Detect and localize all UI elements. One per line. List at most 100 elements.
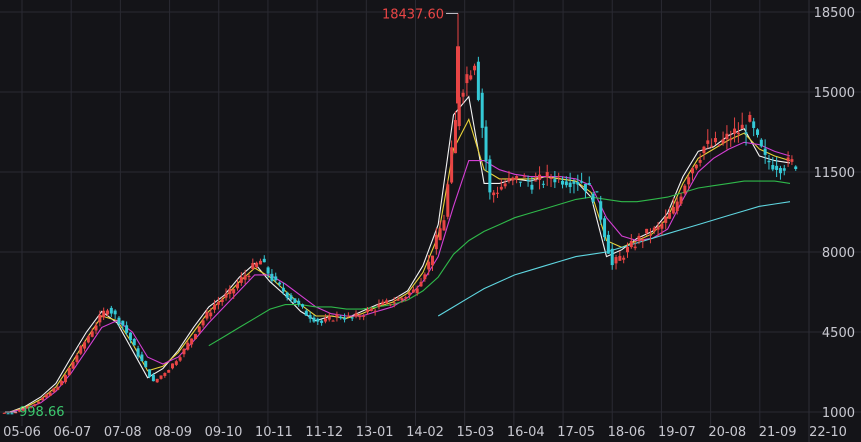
- candle-body: [331, 320, 335, 322]
- candle-body: [733, 128, 737, 134]
- candle-body: [327, 316, 331, 320]
- candle-body: [63, 375, 67, 383]
- x-axis-ticks: 05-06 06-07 07-08 08-09 09-10 10-11 11-12 13-01…: [3, 425, 847, 440]
- candle-body: [790, 159, 794, 162]
- candle-body: [381, 301, 385, 305]
- candle-body: [320, 320, 324, 323]
- candle-body: [553, 179, 557, 183]
- candle-body: [526, 180, 530, 182]
- x-tick-label: 06-07: [53, 425, 91, 440]
- candle-body: [480, 92, 484, 128]
- candle-body: [626, 246, 629, 253]
- candle-body: [415, 288, 419, 294]
- candle-body: [362, 315, 366, 317]
- x-tick-label: 22-10: [809, 425, 847, 440]
- candle-body: [583, 183, 587, 192]
- candle-body: [541, 183, 545, 185]
- candle-body: [60, 380, 64, 386]
- candle-body: [274, 276, 278, 281]
- candle-body: [534, 180, 538, 182]
- candle-body: [350, 317, 354, 319]
- candle-body: [155, 378, 159, 383]
- candle-body: [576, 181, 580, 185]
- candle-body: [167, 370, 171, 373]
- candle-body: [645, 228, 649, 234]
- candle-body: [763, 148, 767, 155]
- candle-body: [21, 409, 25, 411]
- candle-body: [434, 234, 438, 250]
- x-tick-label: 18-06: [608, 425, 646, 440]
- candle-body: [610, 248, 614, 266]
- x-tick-label: 16-04: [507, 425, 545, 440]
- candle-body: [56, 387, 60, 390]
- candle-body: [247, 275, 251, 278]
- candle-body: [752, 121, 756, 128]
- candle-body: [228, 288, 232, 294]
- candle-body: [599, 201, 603, 220]
- candle-body: [427, 261, 431, 270]
- candle-body: [694, 164, 698, 169]
- candle-body: [461, 92, 465, 97]
- candle-body: [140, 354, 144, 362]
- candle-body: [67, 367, 71, 376]
- x-tick-label: 21-09: [759, 425, 797, 440]
- candle-body: [740, 124, 744, 129]
- candle-body: [484, 126, 488, 162]
- candle-body: [438, 228, 442, 241]
- y-tick-label: 15000: [814, 86, 855, 101]
- candle-body: [786, 157, 790, 162]
- candle-body: [193, 334, 197, 340]
- candle-body: [603, 218, 607, 238]
- candle-body: [675, 201, 679, 212]
- candle-body: [52, 388, 56, 393]
- candle-body: [503, 183, 507, 187]
- candle-body: [446, 184, 450, 217]
- ma-line-ma-mid: [9, 117, 791, 413]
- candle-body: [48, 392, 52, 396]
- candle-body: [411, 289, 415, 293]
- candle-body: [373, 310, 377, 312]
- candle-body: [736, 132, 740, 135]
- candle-body: [163, 373, 167, 376]
- candle-body: [86, 336, 90, 343]
- candle-body: [664, 216, 668, 223]
- candle-body: [457, 97, 461, 127]
- candle-body: [557, 176, 561, 178]
- candle-body: [182, 349, 186, 355]
- candle-body: [614, 257, 618, 264]
- x-tick-label: 15-03: [456, 425, 494, 440]
- candle-body: [251, 263, 255, 269]
- candle-body: [83, 342, 87, 349]
- candle-body: [125, 325, 129, 333]
- candle-body: [442, 220, 446, 231]
- candle-body: [377, 304, 381, 308]
- candle-body: [637, 235, 641, 242]
- candle-body: [759, 139, 763, 147]
- candle-body: [2, 412, 6, 414]
- candle-body: [492, 192, 496, 196]
- candle-body: [190, 338, 194, 345]
- candle-body: [213, 304, 217, 310]
- candle-body: [128, 332, 132, 341]
- candle-body: [293, 298, 297, 304]
- candle-body: [79, 346, 83, 354]
- candle-body: [232, 289, 236, 294]
- candle-body: [106, 310, 109, 315]
- candle-body: [6, 413, 10, 415]
- x-tick-label: 05-06: [3, 425, 41, 440]
- candle-body: [515, 176, 519, 180]
- candle-body: [354, 313, 358, 317]
- candle-body: [209, 312, 213, 317]
- candle-body: [239, 277, 243, 283]
- candle-body: [561, 180, 564, 185]
- candle-body: [216, 302, 220, 305]
- candle-body: [44, 394, 48, 398]
- candle-body: [117, 317, 121, 324]
- candle-body: [518, 181, 522, 183]
- candle-body: [476, 61, 480, 100]
- candle-body: [171, 363, 174, 369]
- candle-body: [729, 138, 733, 141]
- x-tick-label: 07-08: [104, 425, 142, 440]
- candle-body: [346, 315, 350, 317]
- candle-body: [687, 177, 691, 185]
